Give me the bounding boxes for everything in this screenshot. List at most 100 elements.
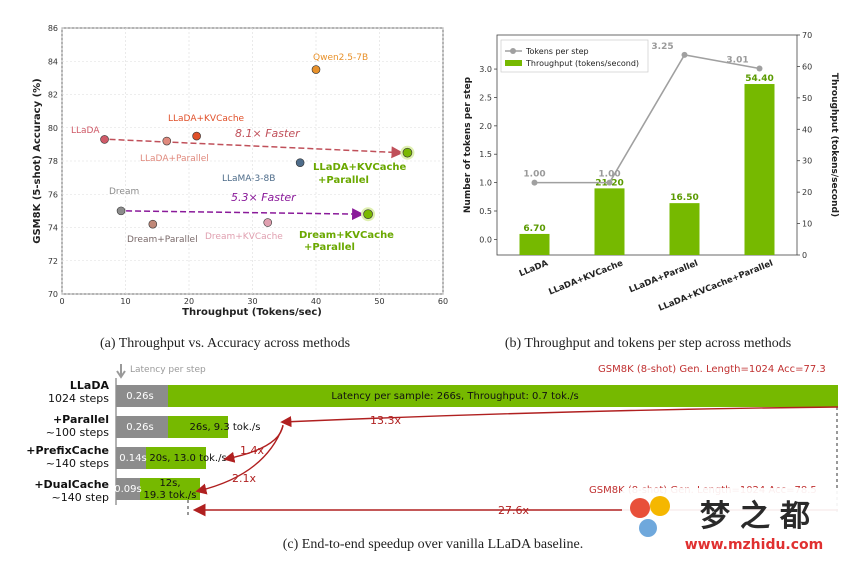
speedup-parallel: 13.3x	[370, 414, 401, 427]
label-dream-kvcache: Dream+KVCache	[205, 232, 283, 242]
a-point	[100, 135, 109, 144]
row-parallel-name: +Parallel	[53, 413, 109, 426]
row-prefix-name: +PrefixCache	[26, 444, 109, 457]
b-xtick: LLaDA	[518, 258, 550, 279]
a-point	[295, 158, 305, 167]
b-bar-label: 16.50	[670, 193, 698, 203]
watermark-logo-blue	[639, 519, 657, 537]
label-dream-best-2: +Parallel	[304, 242, 355, 253]
b-line-point	[756, 65, 763, 72]
a-ytick: 86	[48, 24, 58, 33]
annotation-llada-speedup: 8.1× Faster	[235, 127, 301, 140]
a-xtick: 50	[374, 297, 384, 306]
a-ytick: 74	[48, 224, 58, 233]
a-point	[116, 206, 126, 216]
panel-a-xlabel: Throughput (Tokens/sec)	[182, 307, 322, 318]
caption-a: (a) Throughput vs. Accuracy across metho…	[100, 336, 350, 351]
a-point	[311, 65, 321, 74]
panel-b-legend: Tokens per step Throughput (tokens/secon…	[500, 39, 649, 73]
label-llada-kvcache: LLaDA+KVCache	[168, 114, 245, 124]
latency-arrow-icon	[116, 364, 126, 379]
c-step-bar	[116, 478, 140, 500]
row-llada-steps: 1024 steps	[48, 392, 109, 405]
arrow-speedup-dual	[195, 425, 284, 495]
annotation-dream-speedup: 5.3× Faster	[231, 191, 297, 204]
a-xtick: 60	[438, 297, 448, 306]
a-ytick: 76	[48, 190, 58, 199]
b-ytick: 1.0	[479, 179, 492, 188]
a-xtick: 20	[184, 297, 194, 306]
b-y2tick: 20	[802, 188, 812, 197]
panel-a-ylabel: GSM8K (5-shot) Accuracy (%)	[32, 78, 43, 243]
a-xtick: 10	[120, 297, 130, 306]
speedup-dual: 2.1x	[232, 472, 256, 485]
watermark-url: www.mzhidu.com	[685, 537, 824, 553]
a-point	[402, 147, 413, 158]
b-ytick: 3.0	[479, 65, 492, 74]
panel-b-y2label: Throughput (tokens/second)	[829, 73, 839, 217]
a-speedup-arrow	[126, 208, 365, 221]
b-bar-label: 6.70	[523, 224, 545, 234]
a-ytick: 82	[48, 91, 58, 100]
label-llada: LLaDA	[71, 126, 100, 136]
row-llada-step-latency: 0.26s	[126, 391, 153, 402]
a-xtick: 40	[311, 297, 321, 306]
panel-a-scatter: 0 10 20 30 40 50 60 70 72 74 76 78 80 82 84 86 Throughp…	[32, 24, 448, 351]
panel-b-bar-line: 0.0 0.5 1.0 1.5 2.0 2.5 3.0 0 10 20 30 40 50 60 70 LLaD…	[463, 31, 839, 351]
row-parallel-steps: ~100 steps	[46, 426, 110, 439]
b-bar	[744, 84, 775, 256]
legend-bar-swatch	[505, 60, 522, 66]
row-dual-bar-text-1: 12s,	[159, 478, 180, 489]
b-ytick: 1.5	[479, 150, 492, 159]
label-llada-best-1: LLaDA+KVCache	[313, 162, 407, 173]
panel-b-frame	[496, 34, 798, 256]
a-point	[363, 209, 373, 219]
panel-b-ylabel: Number of tokens per step	[463, 76, 473, 213]
b-xtick: LLaDA+Parallel	[628, 258, 700, 295]
label-llada-best-2: +Parallel	[318, 175, 369, 186]
a-xtick: 30	[247, 297, 257, 306]
b-xtick: LLaDA+KVCache	[547, 258, 625, 297]
row-dual-steps: ~140 step	[51, 491, 109, 504]
b-y2tick: 40	[802, 125, 812, 134]
b-line-point	[681, 51, 688, 58]
b-ytick: 0.0	[479, 235, 492, 244]
b-ytick: 0.5	[479, 207, 492, 216]
b-ytick: 2.0	[479, 122, 492, 131]
label-llama: LLaMA-3-8B	[222, 174, 275, 184]
a-xtick: 0	[59, 297, 64, 306]
b-y2tick: 50	[802, 94, 812, 103]
label-qwen: Qwen2.5-7B	[313, 53, 368, 63]
label-llada-parallel: LLaDA+Parallel	[140, 154, 209, 164]
c-step-bar	[116, 385, 168, 407]
a-ytick: 72	[48, 257, 58, 266]
b-line	[534, 53, 760, 184]
b-y2tick: 0	[802, 251, 807, 260]
row-parallel-bar-text: 26s, 9.3 tok./s	[190, 422, 261, 433]
label-dream: Dream	[109, 187, 139, 197]
legend-line-marker	[510, 48, 516, 54]
legend-latency-note: Latency per step	[130, 365, 206, 375]
watermark-logo-yellow	[650, 496, 670, 516]
a-ytick: 70	[48, 290, 58, 299]
arrow-speedup-parallel	[280, 406, 839, 428]
caption-c: (c) End-to-end speedup over vanilla LLaD…	[283, 537, 584, 552]
c-total-bar	[116, 385, 838, 407]
watermark-text: 梦之都	[700, 499, 820, 534]
b-bar-label: 54.40	[745, 74, 773, 84]
row-llada-bar-text: Latency per sample: 266s, Throughput: 0.…	[331, 391, 578, 402]
a-ytick: 80	[48, 124, 58, 133]
a-ytick: 78	[48, 157, 58, 166]
c-step-bar	[116, 447, 146, 469]
b-ytick: 2.5	[479, 93, 492, 102]
a-point	[263, 218, 273, 227]
b-y2tick: 10	[802, 220, 812, 229]
b-line-point	[531, 179, 538, 186]
label-dream-parallel: Dream+Parallel	[127, 235, 198, 245]
watermark-bg	[622, 488, 860, 554]
a-point	[148, 219, 158, 229]
row-prefix-steps: ~140 steps	[46, 457, 110, 470]
a-ytick: 84	[48, 57, 58, 66]
panel-c-latency: Latency per step GSM8K (8-shot) Gen. Len…	[26, 364, 839, 552]
